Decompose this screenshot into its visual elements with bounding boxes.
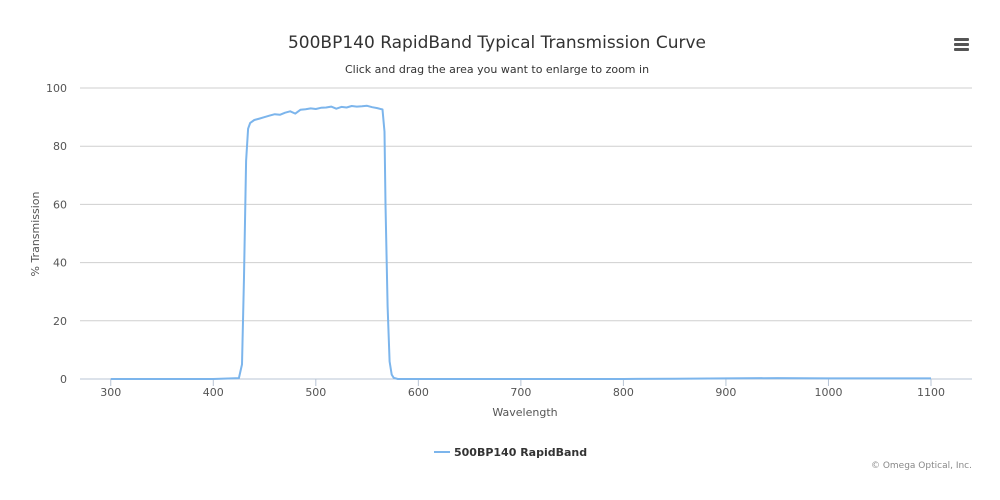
data-point: [237, 376, 241, 380]
menu-button[interactable]: [950, 34, 974, 54]
data-point: [383, 130, 387, 134]
data-point: [339, 105, 343, 109]
data-point: [263, 115, 267, 119]
x-tick-label: 300: [100, 386, 121, 399]
y-tick-label: 100: [46, 82, 67, 95]
hamburger-menu-icon[interactable]: [954, 38, 969, 51]
data-point: [252, 118, 256, 122]
y-axis-title: % Transmission: [29, 191, 42, 276]
data-point: [365, 104, 369, 108]
chart-title: 500BP140 RapidBand Typical Transmission …: [288, 33, 706, 53]
data-point: [878, 376, 882, 380]
data-point: [392, 376, 396, 380]
data-point: [240, 362, 244, 366]
x-tick-label: 500: [305, 386, 326, 399]
data-point: [314, 107, 318, 111]
data-point: [242, 275, 246, 279]
x-tick-label: 700: [510, 386, 531, 399]
data-point: [621, 377, 625, 381]
data-point: [355, 105, 359, 109]
y-tick-label: 40: [53, 257, 67, 270]
data-point: [724, 376, 728, 380]
data-point: [360, 104, 364, 108]
data-point: [288, 109, 292, 113]
menu-bar-3: [954, 48, 969, 51]
y-tick-label: 60: [53, 198, 67, 211]
x-tick-label: 600: [408, 386, 429, 399]
data-point: [109, 377, 113, 381]
data-point: [283, 111, 287, 115]
data-point: [519, 377, 523, 381]
data-point: [273, 112, 277, 116]
data-point: [304, 107, 308, 111]
data-point: [268, 114, 272, 118]
data-point: [416, 377, 420, 381]
x-tick-label: 400: [203, 386, 224, 399]
data-point: [334, 107, 338, 111]
legend[interactable]: 500BP140 RapidBand: [434, 446, 587, 459]
chart-subtitle: Click and drag the area you want to enla…: [345, 63, 649, 76]
x-axis-title: Wavelength: [492, 406, 557, 419]
data-point: [826, 376, 830, 380]
x-tick-label: 800: [613, 386, 634, 399]
data-point: [278, 113, 282, 117]
x-tick-label: 900: [715, 386, 736, 399]
data-point: [211, 377, 215, 381]
data-point: [319, 106, 323, 110]
series-line: [110, 104, 931, 380]
y-tick-label: 80: [53, 140, 67, 153]
credits-link[interactable]: © Omega Optical, Inc.: [871, 461, 972, 471]
data-point: [380, 108, 384, 112]
data-point: [324, 105, 328, 109]
data-point: [350, 104, 354, 108]
grid-layer: [80, 87, 972, 322]
data-point: [309, 106, 313, 110]
data-point: [293, 112, 297, 116]
data-point: [388, 360, 392, 364]
menu-bar-2: [954, 43, 969, 46]
plot-area[interactable]: [109, 104, 933, 381]
data-point: [929, 376, 933, 380]
y-tick-label: 0: [60, 373, 67, 386]
data-point: [370, 105, 374, 109]
data-point: [329, 105, 333, 109]
data-point: [775, 376, 779, 380]
data-point: [375, 106, 379, 110]
data-point: [384, 202, 388, 206]
data-point: [386, 304, 390, 308]
menu-bar-1: [954, 38, 969, 41]
data-point: [246, 127, 250, 131]
x-tick-label: 1000: [814, 386, 842, 399]
data-point: [248, 121, 252, 125]
axis-layer: 0 20 40 60 80 100 300 400 500 600 700 800 900 1000 110…: [46, 82, 972, 399]
data-point: [244, 159, 248, 163]
data-point: [345, 105, 349, 109]
y-tick-label: 20: [53, 315, 67, 328]
data-point: [673, 377, 677, 381]
x-tick-label: 1100: [917, 386, 945, 399]
data-point: [298, 108, 302, 112]
legend-label[interactable]: 500BP140 RapidBand: [454, 446, 587, 459]
data-point: [396, 377, 400, 381]
data-point: [257, 117, 261, 121]
